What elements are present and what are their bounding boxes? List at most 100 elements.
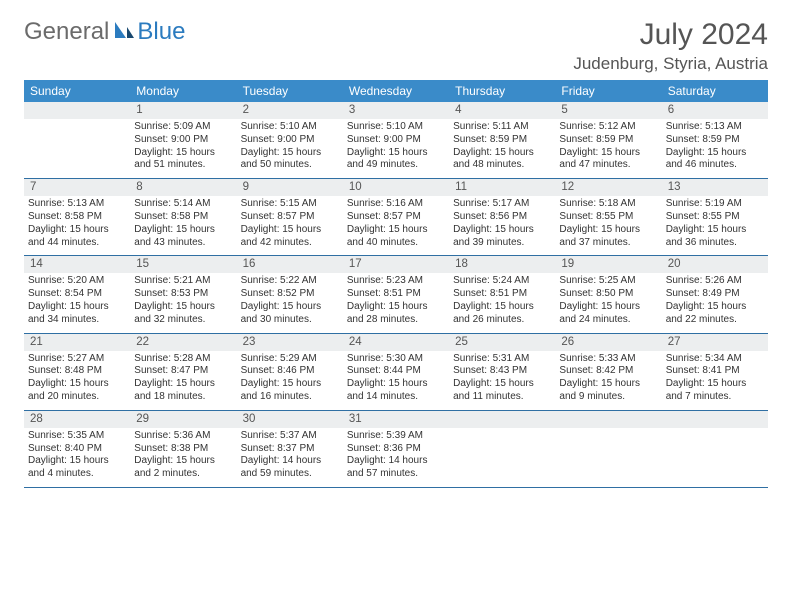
calendar-cell: 6Sunrise: 5:13 AMSunset: 8:59 PMDaylight… bbox=[662, 102, 768, 179]
day-details: Sunrise: 5:25 AMSunset: 8:50 PMDaylight:… bbox=[555, 273, 661, 332]
day-number: 6 bbox=[662, 102, 768, 119]
day-details: Sunrise: 5:26 AMSunset: 8:49 PMDaylight:… bbox=[662, 273, 768, 332]
day-number: 26 bbox=[555, 334, 661, 351]
day-number: 1 bbox=[130, 102, 236, 119]
weekday-header: Tuesday bbox=[237, 80, 343, 102]
weekday-header: Friday bbox=[555, 80, 661, 102]
day-number: 17 bbox=[343, 256, 449, 273]
day-details: Sunrise: 5:11 AMSunset: 8:59 PMDaylight:… bbox=[449, 119, 555, 178]
day-number: 4 bbox=[449, 102, 555, 119]
day-details: Sunrise: 5:15 AMSunset: 8:57 PMDaylight:… bbox=[237, 196, 343, 255]
day-number: 16 bbox=[237, 256, 343, 273]
day-details: Sunrise: 5:13 AMSunset: 8:58 PMDaylight:… bbox=[24, 196, 130, 255]
calendar-cell: 18Sunrise: 5:24 AMSunset: 8:51 PMDayligh… bbox=[449, 256, 555, 333]
day-number: 15 bbox=[130, 256, 236, 273]
day-number: 23 bbox=[237, 334, 343, 351]
day-number: 30 bbox=[237, 411, 343, 428]
calendar-cell: 17Sunrise: 5:23 AMSunset: 8:51 PMDayligh… bbox=[343, 256, 449, 333]
location-subtitle: Judenburg, Styria, Austria bbox=[573, 54, 768, 74]
day-number: 24 bbox=[343, 334, 449, 351]
day-details: Sunrise: 5:10 AMSunset: 9:00 PMDaylight:… bbox=[237, 119, 343, 178]
calendar-cell: 8Sunrise: 5:14 AMSunset: 8:58 PMDaylight… bbox=[130, 179, 236, 256]
day-number: 8 bbox=[130, 179, 236, 196]
weekday-header: Monday bbox=[130, 80, 236, 102]
calendar-week-row: 7Sunrise: 5:13 AMSunset: 8:58 PMDaylight… bbox=[24, 179, 768, 256]
brand-part1: General bbox=[24, 18, 109, 46]
calendar-cell: 24Sunrise: 5:30 AMSunset: 8:44 PMDayligh… bbox=[343, 333, 449, 410]
calendar-cell: 25Sunrise: 5:31 AMSunset: 8:43 PMDayligh… bbox=[449, 333, 555, 410]
calendar-cell bbox=[449, 410, 555, 487]
day-number: 10 bbox=[343, 179, 449, 196]
calendar-cell: 23Sunrise: 5:29 AMSunset: 8:46 PMDayligh… bbox=[237, 333, 343, 410]
brand-part2: Blue bbox=[137, 18, 185, 46]
day-details: Sunrise: 5:28 AMSunset: 8:47 PMDaylight:… bbox=[130, 351, 236, 410]
calendar-cell: 3Sunrise: 5:10 AMSunset: 9:00 PMDaylight… bbox=[343, 102, 449, 179]
day-details bbox=[24, 119, 130, 177]
day-number: 13 bbox=[662, 179, 768, 196]
calendar-cell bbox=[662, 410, 768, 487]
day-details: Sunrise: 5:10 AMSunset: 9:00 PMDaylight:… bbox=[343, 119, 449, 178]
day-number: 31 bbox=[343, 411, 449, 428]
day-details: Sunrise: 5:19 AMSunset: 8:55 PMDaylight:… bbox=[662, 196, 768, 255]
day-number: 27 bbox=[662, 334, 768, 351]
calendar-cell: 27Sunrise: 5:34 AMSunset: 8:41 PMDayligh… bbox=[662, 333, 768, 410]
weekday-header: Sunday bbox=[24, 80, 130, 102]
day-details: Sunrise: 5:30 AMSunset: 8:44 PMDaylight:… bbox=[343, 351, 449, 410]
calendar-week-row: 14Sunrise: 5:20 AMSunset: 8:54 PMDayligh… bbox=[24, 256, 768, 333]
calendar-cell: 9Sunrise: 5:15 AMSunset: 8:57 PMDaylight… bbox=[237, 179, 343, 256]
day-number: 3 bbox=[343, 102, 449, 119]
day-details bbox=[555, 428, 661, 486]
day-details: Sunrise: 5:39 AMSunset: 8:36 PMDaylight:… bbox=[343, 428, 449, 487]
day-details: Sunrise: 5:12 AMSunset: 8:59 PMDaylight:… bbox=[555, 119, 661, 178]
calendar-cell: 14Sunrise: 5:20 AMSunset: 8:54 PMDayligh… bbox=[24, 256, 130, 333]
calendar-week-row: 28Sunrise: 5:35 AMSunset: 8:40 PMDayligh… bbox=[24, 410, 768, 487]
day-details: Sunrise: 5:36 AMSunset: 8:38 PMDaylight:… bbox=[130, 428, 236, 487]
day-number: 9 bbox=[237, 179, 343, 196]
calendar-cell: 20Sunrise: 5:26 AMSunset: 8:49 PMDayligh… bbox=[662, 256, 768, 333]
calendar-cell bbox=[555, 410, 661, 487]
calendar-cell: 19Sunrise: 5:25 AMSunset: 8:50 PMDayligh… bbox=[555, 256, 661, 333]
calendar-cell: 5Sunrise: 5:12 AMSunset: 8:59 PMDaylight… bbox=[555, 102, 661, 179]
day-details: Sunrise: 5:21 AMSunset: 8:53 PMDaylight:… bbox=[130, 273, 236, 332]
calendar-table: Sunday Monday Tuesday Wednesday Thursday… bbox=[24, 80, 768, 488]
day-number: 28 bbox=[24, 411, 130, 428]
calendar-cell: 1Sunrise: 5:09 AMSunset: 9:00 PMDaylight… bbox=[130, 102, 236, 179]
calendar-cell: 29Sunrise: 5:36 AMSunset: 8:38 PMDayligh… bbox=[130, 410, 236, 487]
calendar-cell: 4Sunrise: 5:11 AMSunset: 8:59 PMDaylight… bbox=[449, 102, 555, 179]
weekday-header: Wednesday bbox=[343, 80, 449, 102]
day-details: Sunrise: 5:31 AMSunset: 8:43 PMDaylight:… bbox=[449, 351, 555, 410]
calendar-cell: 16Sunrise: 5:22 AMSunset: 8:52 PMDayligh… bbox=[237, 256, 343, 333]
calendar-cell: 11Sunrise: 5:17 AMSunset: 8:56 PMDayligh… bbox=[449, 179, 555, 256]
day-number: 5 bbox=[555, 102, 661, 119]
day-number bbox=[555, 411, 661, 428]
day-number: 25 bbox=[449, 334, 555, 351]
brand-logo: General Blue bbox=[24, 18, 185, 46]
day-number: 21 bbox=[24, 334, 130, 351]
day-number: 11 bbox=[449, 179, 555, 196]
calendar-cell: 13Sunrise: 5:19 AMSunset: 8:55 PMDayligh… bbox=[662, 179, 768, 256]
day-details: Sunrise: 5:13 AMSunset: 8:59 PMDaylight:… bbox=[662, 119, 768, 178]
day-details: Sunrise: 5:20 AMSunset: 8:54 PMDaylight:… bbox=[24, 273, 130, 332]
brand-sail-icon bbox=[113, 20, 135, 45]
calendar-cell: 15Sunrise: 5:21 AMSunset: 8:53 PMDayligh… bbox=[130, 256, 236, 333]
month-title: July 2024 bbox=[573, 18, 768, 52]
calendar-cell: 30Sunrise: 5:37 AMSunset: 8:37 PMDayligh… bbox=[237, 410, 343, 487]
calendar-cell bbox=[24, 102, 130, 179]
calendar-cell: 22Sunrise: 5:28 AMSunset: 8:47 PMDayligh… bbox=[130, 333, 236, 410]
calendar-week-row: 1Sunrise: 5:09 AMSunset: 9:00 PMDaylight… bbox=[24, 102, 768, 179]
calendar-cell: 7Sunrise: 5:13 AMSunset: 8:58 PMDaylight… bbox=[24, 179, 130, 256]
day-details: Sunrise: 5:34 AMSunset: 8:41 PMDaylight:… bbox=[662, 351, 768, 410]
day-number: 7 bbox=[24, 179, 130, 196]
calendar-cell: 12Sunrise: 5:18 AMSunset: 8:55 PMDayligh… bbox=[555, 179, 661, 256]
weekday-header-row: Sunday Monday Tuesday Wednesday Thursday… bbox=[24, 80, 768, 102]
weekday-header: Saturday bbox=[662, 80, 768, 102]
day-details: Sunrise: 5:27 AMSunset: 8:48 PMDaylight:… bbox=[24, 351, 130, 410]
calendar-cell: 26Sunrise: 5:33 AMSunset: 8:42 PMDayligh… bbox=[555, 333, 661, 410]
day-details: Sunrise: 5:22 AMSunset: 8:52 PMDaylight:… bbox=[237, 273, 343, 332]
day-details: Sunrise: 5:18 AMSunset: 8:55 PMDaylight:… bbox=[555, 196, 661, 255]
day-number bbox=[24, 102, 130, 119]
day-details: Sunrise: 5:24 AMSunset: 8:51 PMDaylight:… bbox=[449, 273, 555, 332]
day-number bbox=[449, 411, 555, 428]
day-details: Sunrise: 5:35 AMSunset: 8:40 PMDaylight:… bbox=[24, 428, 130, 487]
day-details: Sunrise: 5:33 AMSunset: 8:42 PMDaylight:… bbox=[555, 351, 661, 410]
